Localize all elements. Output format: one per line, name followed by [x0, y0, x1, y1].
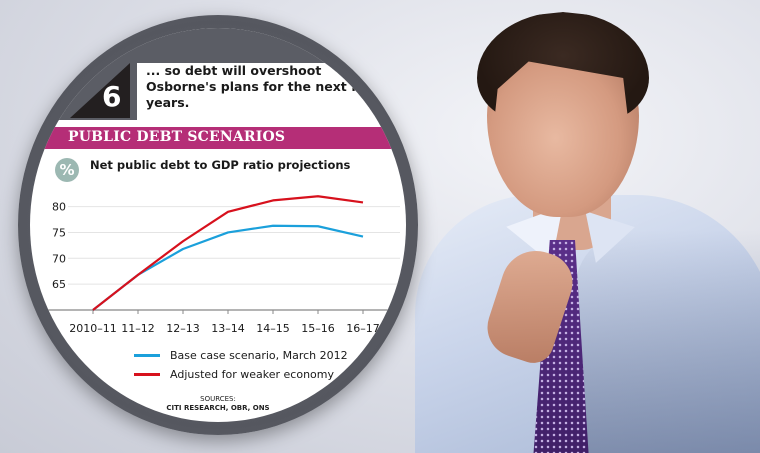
- sources-list: CITI RESEARCH, OBR, ONS: [166, 404, 270, 412]
- x-tick-label: 11–12: [121, 322, 155, 335]
- x-tick-label: 12–13: [166, 322, 200, 335]
- y-tick-label: 70: [52, 252, 66, 265]
- legend-swatch-blue: [134, 354, 160, 357]
- step-number: 6: [102, 80, 122, 113]
- x-tick-label: 2010–11: [69, 322, 117, 335]
- x-tick-label: 16–17: [346, 322, 380, 335]
- line-chart: 65 70 75 80 2010–11 11–12 12–13 13–14 14–15 15–16…: [40, 195, 400, 335]
- sources: SOURCES: CITI RESEARCH, OBR, ONS: [30, 395, 406, 413]
- banner: [30, 127, 406, 149]
- x-tick-label: 15–16: [301, 322, 335, 335]
- x-tick-label: 13–14: [211, 322, 245, 335]
- percent-icon: %: [55, 158, 79, 182]
- sources-label: SOURCES:: [200, 395, 236, 403]
- legend-item-adjusted: Adjusted for weaker economy: [134, 365, 348, 384]
- portrait-photo: [395, 0, 760, 453]
- legend: Base case scenario, March 2012 Adjusted …: [134, 346, 348, 384]
- y-tick-label: 80: [52, 201, 66, 214]
- legend-label: Adjusted for weaker economy: [170, 368, 334, 381]
- series-adjusted-line: [92, 195, 364, 311]
- series-base-case-line: [92, 224, 364, 311]
- infographic-card: 6 ... so debt will overshoot Osborne's p…: [30, 28, 406, 422]
- note-text: ... so debt will overshoot Osborne's pla…: [146, 63, 378, 110]
- x-tick-label: 14–15: [256, 322, 290, 335]
- shirt-shadow: [575, 230, 760, 453]
- legend-item-base-case: Base case scenario, March 2012: [134, 346, 348, 365]
- legend-swatch-red: [134, 373, 160, 376]
- y-tick-label: 65: [52, 278, 66, 291]
- legend-label: Base case scenario, March 2012: [170, 349, 348, 362]
- note-box: [137, 63, 406, 120]
- chart-title: PUBLIC DEBT SCENARIOS: [68, 129, 286, 145]
- infographic-circle: 6 ... so debt will overshoot Osborne's p…: [30, 28, 406, 422]
- chart-subtitle: Net public debt to GDP ratio projections: [90, 158, 351, 172]
- y-tick-label: 75: [52, 226, 66, 239]
